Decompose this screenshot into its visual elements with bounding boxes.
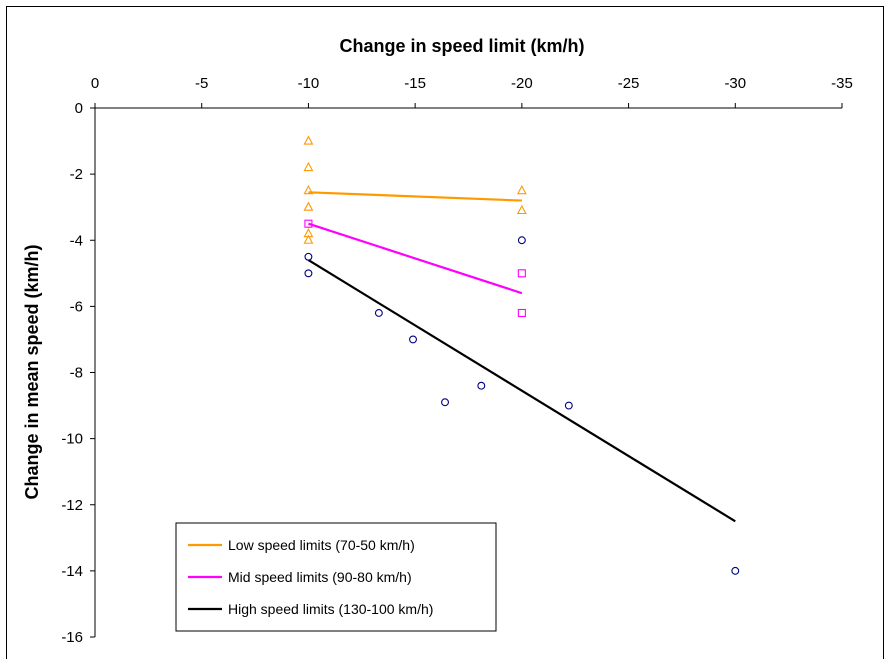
square-marker [304,219,313,228]
x-tick-label: -5 [195,75,208,92]
trend-line-circle [307,259,736,523]
x-tick-label: -25 [618,75,640,92]
circle-marker [409,335,417,344]
legend-label: Mid speed limits (90-80 km/h) [228,569,412,585]
axes: 0 -5 -10 -15 -20 -25 -30 -35 0 -2 -4 -6 -8 -10 -12 -14 -… [61,75,853,646]
triangle-marker [516,184,527,195]
square-marker [517,269,526,278]
circle-marker [731,566,740,575]
y-tick-label: -4 [70,232,83,249]
legend-label: High speed limits (130-100 km/h) [228,601,433,617]
y-tick-label: -2 [70,166,83,183]
y-tick-label: -10 [61,431,83,448]
triangle-marker [303,135,314,145]
y-axis-label: Change in mean speed (km/h) [22,244,42,499]
circle-marker [477,381,486,390]
square-marker [517,308,526,318]
y-tick-label: -6 [70,298,83,315]
triangle-marker [303,201,314,211]
triangle-marker [303,161,314,172]
x-tick-label: -15 [404,75,426,92]
legend-box [175,522,497,632]
triangle-marker [303,234,314,244]
legend-label: Low speed limits (70-50 km/h) [228,537,415,553]
x-tick-label: -20 [511,75,533,92]
circle-marker [441,398,449,407]
legend: Low speed limits (70-50 km/h) Mid speed l… [175,522,497,632]
x-tick-label: -30 [724,75,746,92]
chart-title: Change in speed limit (km/h) [339,36,584,56]
x-tick-label: -10 [298,75,320,92]
triangle-marker [516,204,527,215]
x-tick-label: -35 [831,75,853,92]
trend-line-square [308,222,523,295]
y-tick-label: 0 [75,100,83,117]
circle-marker [517,236,526,245]
y-tick-label: -12 [61,497,83,514]
triangle-marker [303,184,314,195]
circle-marker [374,309,383,317]
y-tick-label: -14 [61,563,83,580]
trend-lines [307,191,736,523]
circle-marker [564,401,573,410]
circle-marker [304,252,313,261]
y-tick-label: -8 [70,365,83,382]
data-points [303,135,740,575]
circle-marker [304,269,313,278]
trend-line-triangle [308,191,522,202]
y-tick-label: -16 [61,629,83,646]
x-tick-label: 0 [91,75,99,92]
